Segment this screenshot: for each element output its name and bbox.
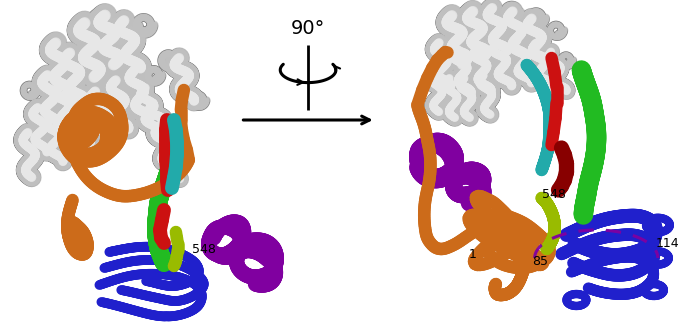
Text: 548: 548: [192, 243, 216, 256]
Text: 90°: 90°: [291, 18, 325, 38]
Text: 114: 114: [656, 237, 680, 250]
Text: 1: 1: [469, 248, 477, 261]
Text: 85: 85: [532, 255, 548, 268]
Text: 548: 548: [542, 188, 566, 201]
